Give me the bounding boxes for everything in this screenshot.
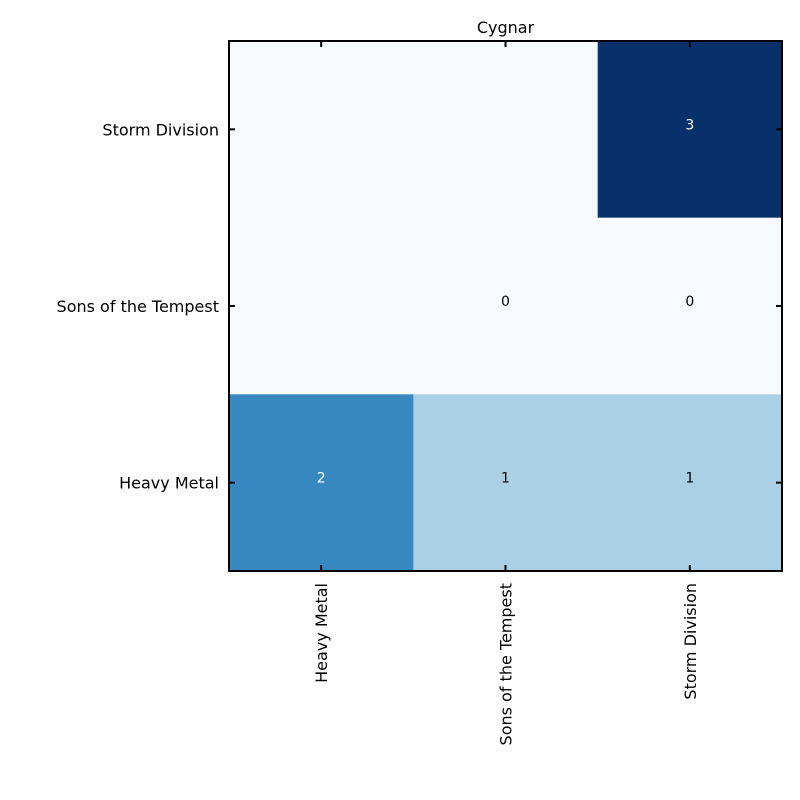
heatmap-cell <box>413 394 599 572</box>
y-axis-tick-labels: Storm Division Sons of the Tempest Heavy M… <box>57 120 219 492</box>
heatmap-cell <box>229 394 414 572</box>
x-tick-label: Storm Division <box>681 583 700 700</box>
cell-value-label: 0 <box>501 294 510 310</box>
cell-value-label: 3 <box>685 117 694 133</box>
x-tick-label: Sons of the Tempest <box>497 583 516 745</box>
heatmap-cell <box>597 41 783 219</box>
axis-ticks <box>229 41 782 571</box>
heatmap-cell <box>413 41 599 219</box>
cell-value-label: 1 <box>501 471 510 487</box>
heatmap-cell <box>229 217 414 395</box>
y-tick-label: Heavy Metal <box>119 474 219 493</box>
cell-value-label: 2 <box>317 471 326 487</box>
heatmap-cells <box>229 41 783 572</box>
chart-title: Cygnar <box>477 18 535 37</box>
cell-value-label: 1 <box>685 471 694 487</box>
cell-value-labels: 3 0 0 2 1 1 <box>317 117 695 486</box>
heatmap-cell <box>597 394 783 572</box>
cell-value-label: 0 <box>685 294 694 310</box>
y-tick-label: Sons of the Tempest <box>57 297 219 316</box>
x-tick-label: Heavy Metal <box>312 583 331 683</box>
heatmap-cell <box>597 217 783 395</box>
heatmap-cell <box>229 41 414 219</box>
y-tick-label: Storm Division <box>102 120 219 139</box>
heatmap-cell <box>413 217 599 395</box>
x-axis-tick-labels: Heavy Metal Sons of the Tempest Storm Divi… <box>312 583 700 745</box>
